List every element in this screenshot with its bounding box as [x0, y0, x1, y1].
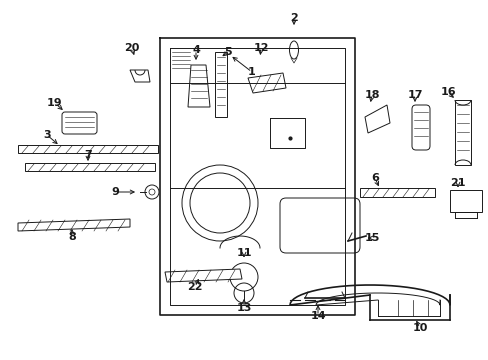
Bar: [359, 188, 434, 197]
Text: 3: 3: [43, 130, 51, 140]
Text: 17: 17: [407, 90, 422, 100]
Bar: [25, 163, 155, 171]
Text: 1: 1: [247, 67, 255, 77]
Polygon shape: [130, 70, 150, 82]
Text: 15: 15: [364, 233, 379, 243]
Text: 7: 7: [84, 150, 92, 160]
Polygon shape: [247, 73, 285, 93]
Text: 22: 22: [187, 282, 203, 292]
Text: 16: 16: [439, 87, 455, 97]
Text: 19: 19: [47, 98, 62, 108]
Text: 5: 5: [224, 47, 231, 57]
Polygon shape: [187, 65, 209, 107]
Text: 9: 9: [111, 187, 119, 197]
Text: 13: 13: [236, 303, 251, 313]
Text: 6: 6: [370, 173, 378, 183]
Polygon shape: [215, 52, 226, 117]
Text: 14: 14: [309, 311, 325, 321]
Text: 10: 10: [411, 323, 427, 333]
Bar: [454, 100, 470, 165]
Text: 12: 12: [253, 43, 268, 53]
Polygon shape: [364, 105, 389, 133]
Polygon shape: [164, 269, 242, 282]
Bar: [449, 190, 481, 212]
Text: 21: 21: [449, 178, 465, 188]
Text: 11: 11: [236, 248, 251, 258]
Text: 18: 18: [364, 90, 379, 100]
Text: 20: 20: [124, 43, 140, 53]
Polygon shape: [18, 219, 130, 231]
Text: 4: 4: [192, 45, 200, 55]
Text: 8: 8: [68, 232, 76, 242]
Text: 2: 2: [289, 13, 297, 23]
Bar: [18, 145, 158, 153]
